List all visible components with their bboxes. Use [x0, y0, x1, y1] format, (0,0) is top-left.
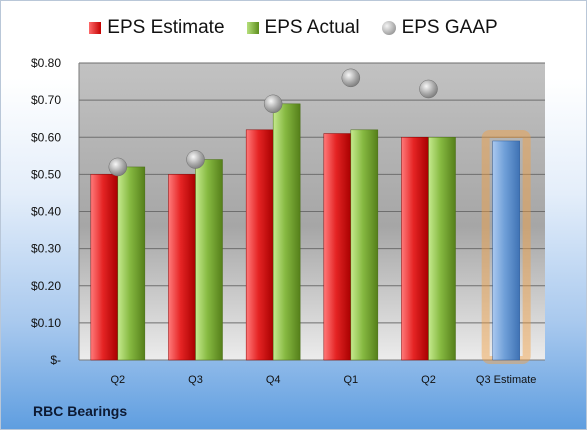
- x-tick-label: Q3: [188, 374, 203, 386]
- bar-eps-estimate: [401, 137, 429, 361]
- y-tick-label: $0.30: [31, 242, 61, 256]
- x-tick-label: Q2: [421, 374, 436, 386]
- bar-eps-estimate: [168, 174, 196, 361]
- y-tick-label: $0.80: [31, 56, 61, 70]
- x-tick-label: Q1: [343, 374, 358, 386]
- bar-eps-estimate: [90, 174, 119, 361]
- legend-label-estimate: EPS Estimate: [107, 17, 225, 38]
- legend-label-gaap: EPS GAAP: [401, 17, 498, 38]
- estimate-swatch: [89, 22, 102, 34]
- legend-item-estimate: EPS Estimate: [89, 17, 225, 39]
- bar-eps-actual: [272, 103, 301, 361]
- y-tick-label: $-: [50, 353, 61, 367]
- company-name: RBC Bearings: [33, 403, 128, 419]
- x-tick-label: Q4: [266, 374, 281, 386]
- y-tick-label: $0.10: [31, 316, 61, 330]
- y-tick-label: $0.20: [31, 279, 61, 293]
- y-tick-label: $0.70: [31, 93, 61, 107]
- gaap-swatch: [381, 21, 396, 35]
- bar-eps-actual: [195, 159, 223, 361]
- marker-eps-gaap: [186, 150, 205, 169]
- actual-swatch: [246, 22, 259, 34]
- bar-eps-actual: [117, 166, 146, 361]
- bar-q3-estimate: [492, 140, 520, 361]
- x-tick-label: Q3 Estimate: [476, 374, 537, 386]
- legend: EPS Estimate EPS Actual EPS GAAP: [1, 17, 586, 39]
- x-tick-label: Q2: [110, 374, 125, 386]
- legend-item-actual: EPS Actual: [246, 17, 360, 39]
- bar-eps-actual: [350, 129, 379, 361]
- marker-eps-gaap: [419, 79, 438, 99]
- y-tick-label: $0.50: [31, 167, 61, 181]
- bar-eps-estimate: [323, 133, 352, 361]
- marker-eps-gaap: [108, 157, 128, 177]
- marker-eps-gaap: [263, 94, 283, 114]
- marker-eps-gaap: [341, 68, 361, 88]
- bar-eps-actual: [428, 137, 456, 361]
- y-tick-label: $0.40: [31, 205, 61, 219]
- y-tick-label: $0.60: [31, 130, 61, 144]
- bar-eps-estimate: [245, 129, 274, 361]
- legend-item-gaap: EPS GAAP: [381, 17, 498, 39]
- legend-label-actual: EPS Actual: [264, 17, 360, 38]
